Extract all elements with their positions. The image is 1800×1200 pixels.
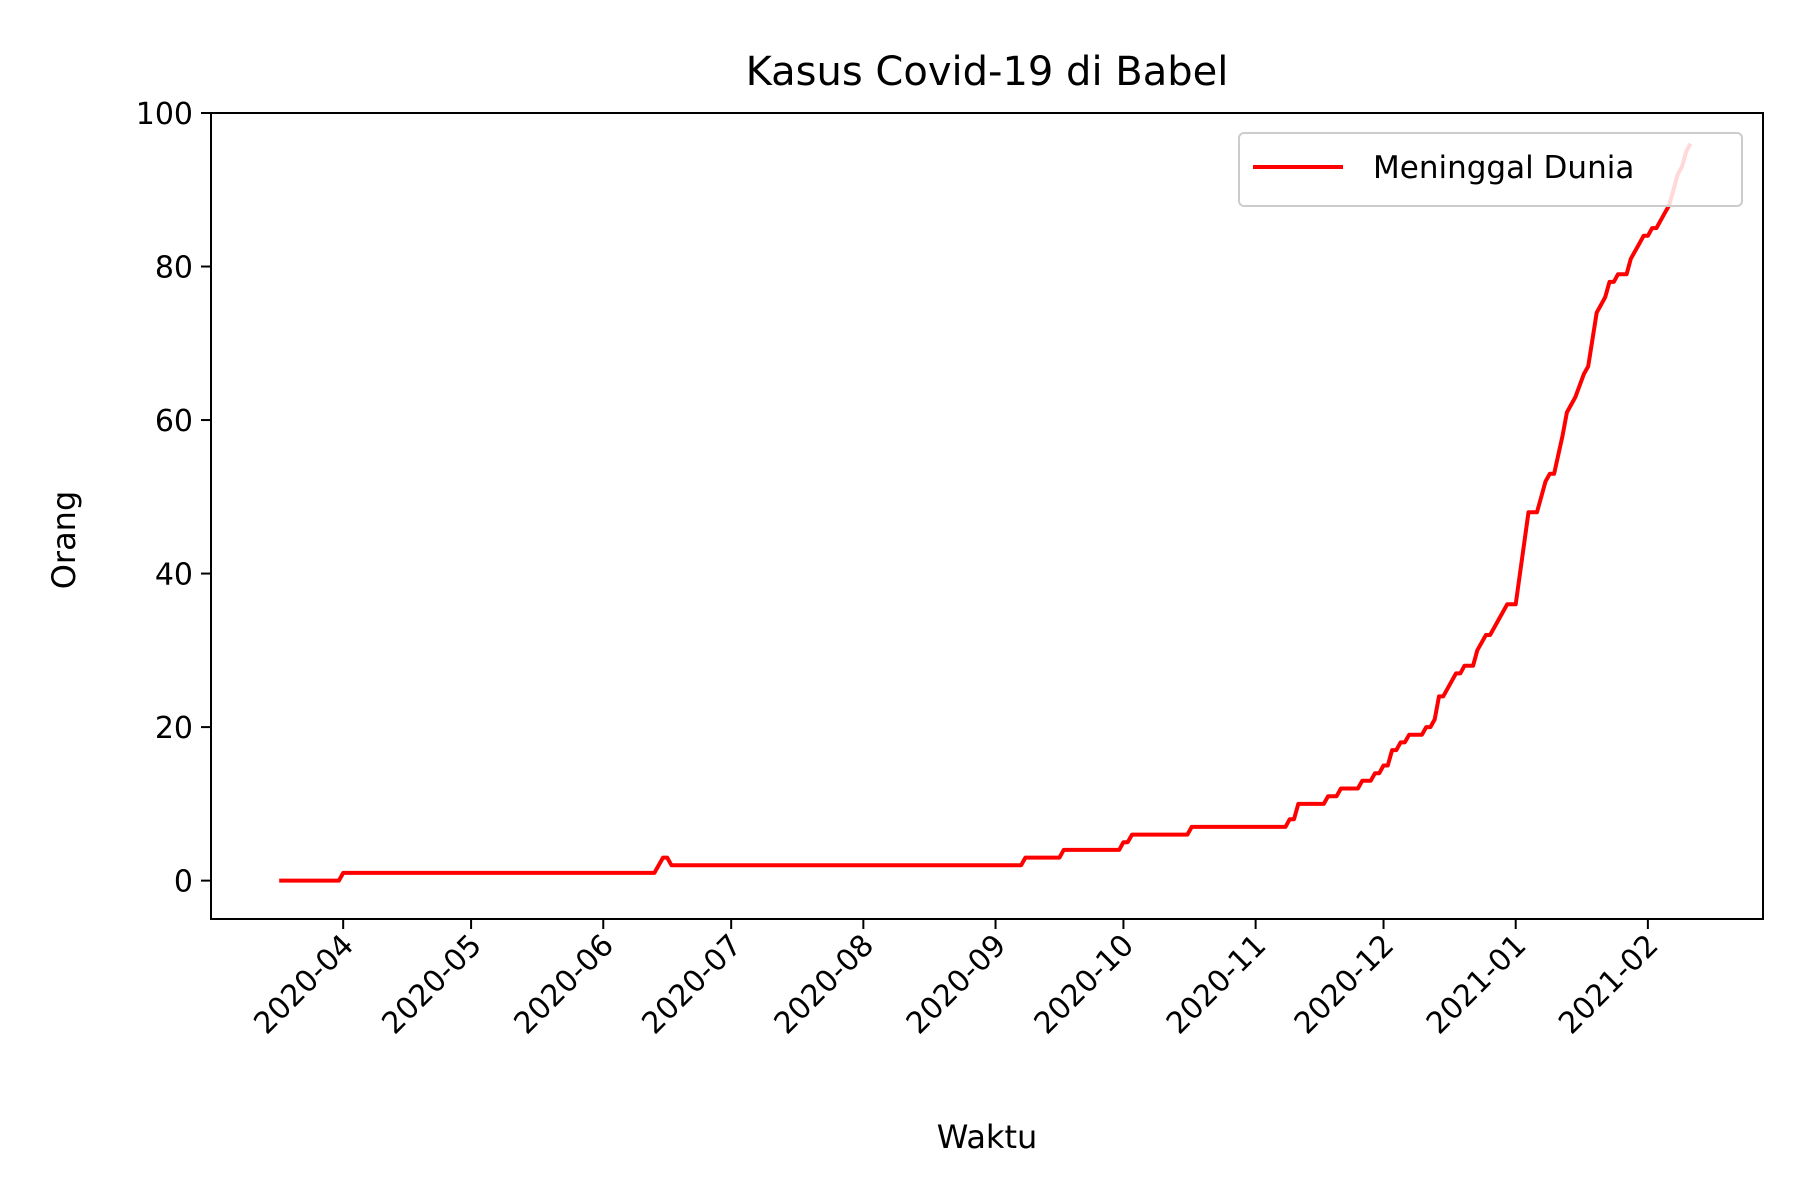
- y-axis: 0 20 40 60 80 100: [136, 97, 211, 900]
- y-tick-label: 40: [155, 558, 193, 593]
- series-line-meninggal-dunia: [279, 142, 1693, 883]
- chart-title: Kasus Covid-19 di Babel: [746, 49, 1229, 95]
- plot-area: [210, 112, 1764, 920]
- legend: Meninggal Dunia: [1238, 132, 1743, 207]
- legend-box: [1238, 132, 1743, 207]
- y-tick-label: 60: [155, 404, 193, 439]
- y-tick-label: 80: [155, 251, 193, 286]
- y-axis-label: Orang: [45, 491, 83, 590]
- x-axis-label: Waktu: [937, 1118, 1038, 1156]
- legend-entry-label: Meninggal Dunia: [1373, 150, 1634, 186]
- y-tick-label: 0: [174, 865, 193, 900]
- y-tick-label: 20: [155, 711, 193, 746]
- y-tick-label: 100: [136, 97, 193, 132]
- axes-frame: [210, 112, 1764, 920]
